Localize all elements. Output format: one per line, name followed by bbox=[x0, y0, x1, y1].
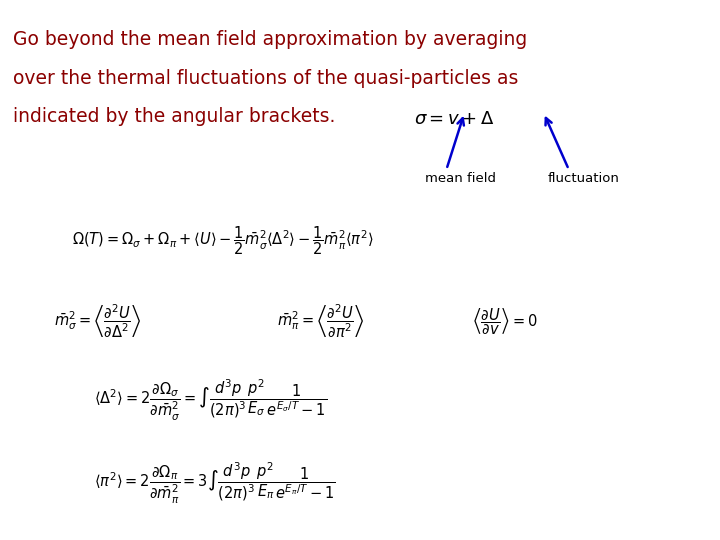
Text: $\Omega(T) = \Omega_{\sigma} + \Omega_{\pi} + \langle U \rangle - \dfrac{1}{2}\b: $\Omega(T) = \Omega_{\sigma} + \Omega_{\… bbox=[72, 224, 374, 256]
Text: indicated by the angular brackets.: indicated by the angular brackets. bbox=[13, 107, 336, 126]
Text: $\bar{m}_{\pi}^{2} = \left\langle \dfrac{\partial^{2} U}{\partial \pi^{2}} \righ: $\bar{m}_{\pi}^{2} = \left\langle \dfrac… bbox=[277, 302, 365, 340]
Text: over the thermal fluctuations of the quasi-particles as: over the thermal fluctuations of the qua… bbox=[13, 69, 518, 87]
Text: $\left\langle \dfrac{\partial U}{\partial v} \right\rangle = 0$: $\left\langle \dfrac{\partial U}{\partia… bbox=[472, 306, 537, 336]
Text: mean field: mean field bbox=[425, 172, 496, 185]
Text: Go beyond the mean field approximation by averaging: Go beyond the mean field approximation b… bbox=[13, 30, 527, 49]
Text: $\sigma = v + \Delta$: $\sigma = v + \Delta$ bbox=[414, 110, 495, 128]
Text: $\left\langle \Delta^{2} \right\rangle = 2\dfrac{\partial \Omega_{\sigma}}{\part: $\left\langle \Delta^{2} \right\rangle =… bbox=[94, 378, 327, 423]
Text: $\bar{m}_{\sigma}^{2} = \left\langle \dfrac{\partial^{2} U}{\partial \Delta^{2}}: $\bar{m}_{\sigma}^{2} = \left\langle \df… bbox=[54, 302, 142, 340]
Text: fluctuation: fluctuation bbox=[547, 172, 619, 185]
Text: $\left\langle \pi^{2} \right\rangle = 2\dfrac{\partial \Omega_{\pi}}{\partial \b: $\left\langle \pi^{2} \right\rangle = 2\… bbox=[94, 461, 335, 506]
